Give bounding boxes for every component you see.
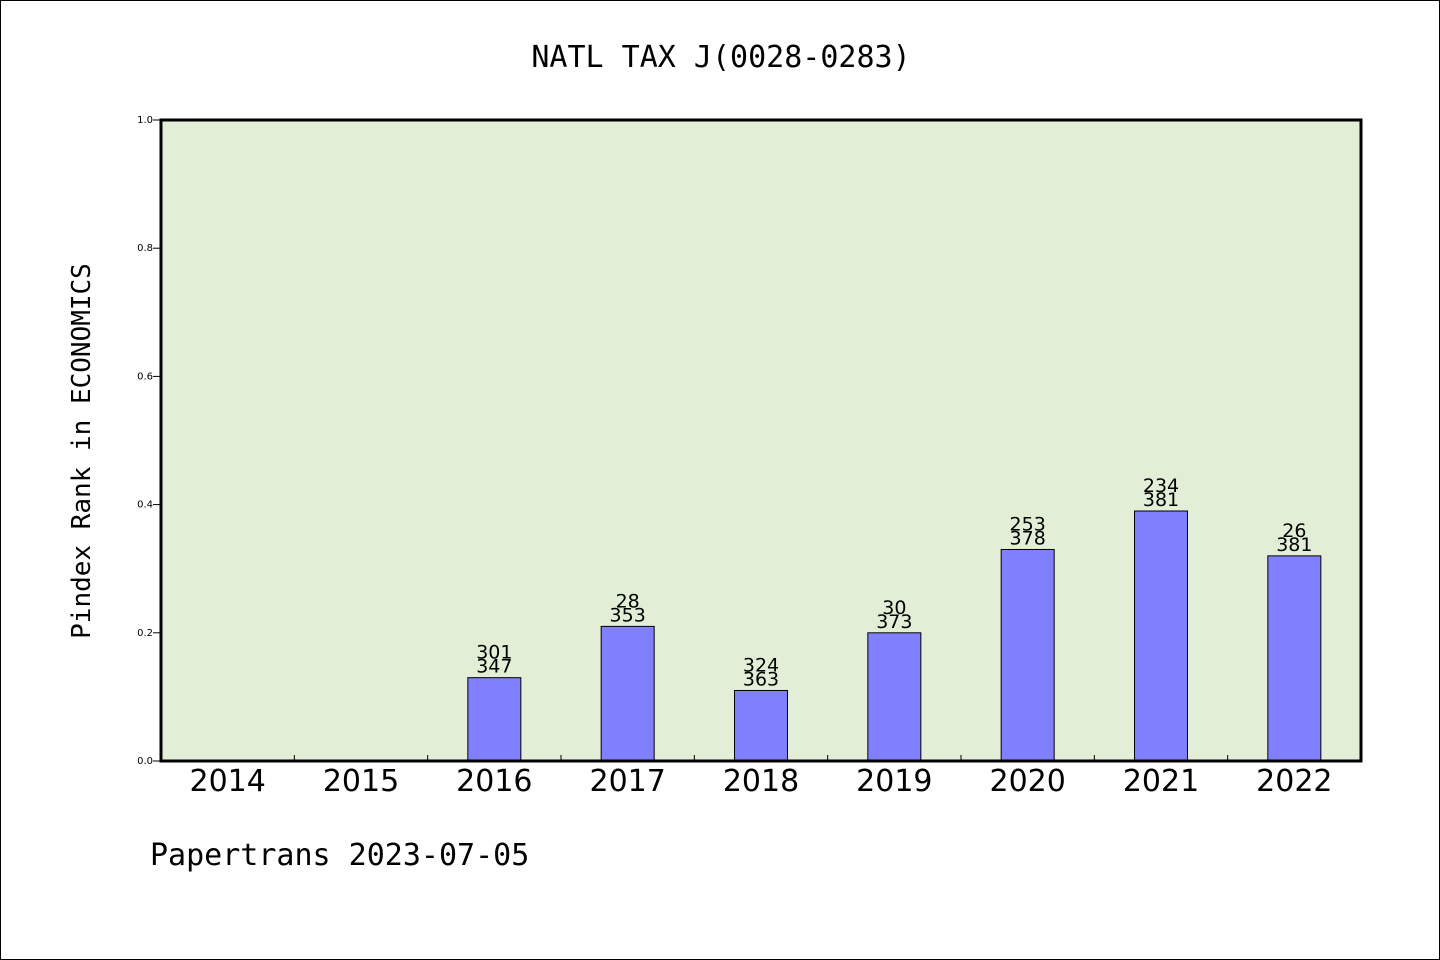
- x-tick-label: 2016: [456, 764, 532, 799]
- x-tick-label: 2019: [856, 764, 932, 799]
- bar-total-label: 381: [1143, 489, 1179, 511]
- bar-total-label: 373: [876, 611, 912, 633]
- bar-total-label: 363: [743, 668, 779, 690]
- x-tick-label: 2018: [723, 764, 799, 799]
- bar: [734, 689, 788, 762]
- bar-rank-label: 234: [1143, 475, 1179, 497]
- chart-title: NATL TAX J(0028-0283): [531, 40, 910, 75]
- x-tick-label: 2021: [1123, 764, 1199, 799]
- bar: [1134, 510, 1188, 762]
- x-tick-label: 2017: [589, 764, 665, 799]
- bar-total-label: 347: [476, 656, 512, 678]
- bar-rank-label: 26: [1282, 520, 1306, 542]
- x-tick-label: 2020: [989, 764, 1065, 799]
- bar-rank-label: 301: [476, 642, 512, 664]
- bar-rank-label: 30: [882, 597, 906, 619]
- x-tick-label: 2014: [189, 764, 265, 799]
- y-tick-label: 0.6: [137, 371, 153, 382]
- plot-border: [159, 118, 1363, 763]
- bar: [467, 677, 522, 762]
- bar-total-label: 381: [1276, 534, 1312, 556]
- y-tick-label: 1.0: [137, 115, 153, 126]
- bar-total-label: 378: [1010, 527, 1046, 549]
- bar: [600, 625, 655, 762]
- y-tick-label: 0.0: [137, 756, 153, 767]
- y-tick-label: 0.8: [137, 243, 153, 254]
- y-tick-label: 0.4: [137, 500, 153, 511]
- bar: [867, 632, 922, 762]
- footer-text: Papertrans 2023-07-05: [150, 838, 529, 873]
- bar: [1000, 548, 1055, 762]
- bar: [1267, 555, 1322, 762]
- bar-rank-label: 28: [616, 590, 640, 612]
- bar-rank-label: 253: [1010, 513, 1046, 535]
- bar-total-label: 353: [610, 604, 646, 626]
- bar-rank-label: 324: [743, 654, 779, 676]
- y-tick-label: 0.2: [137, 628, 153, 639]
- x-tick-label: 2022: [1256, 764, 1332, 799]
- x-tick-label: 2015: [323, 764, 399, 799]
- y-axis-label: Pindex Rank in ECONOMICS: [67, 263, 97, 639]
